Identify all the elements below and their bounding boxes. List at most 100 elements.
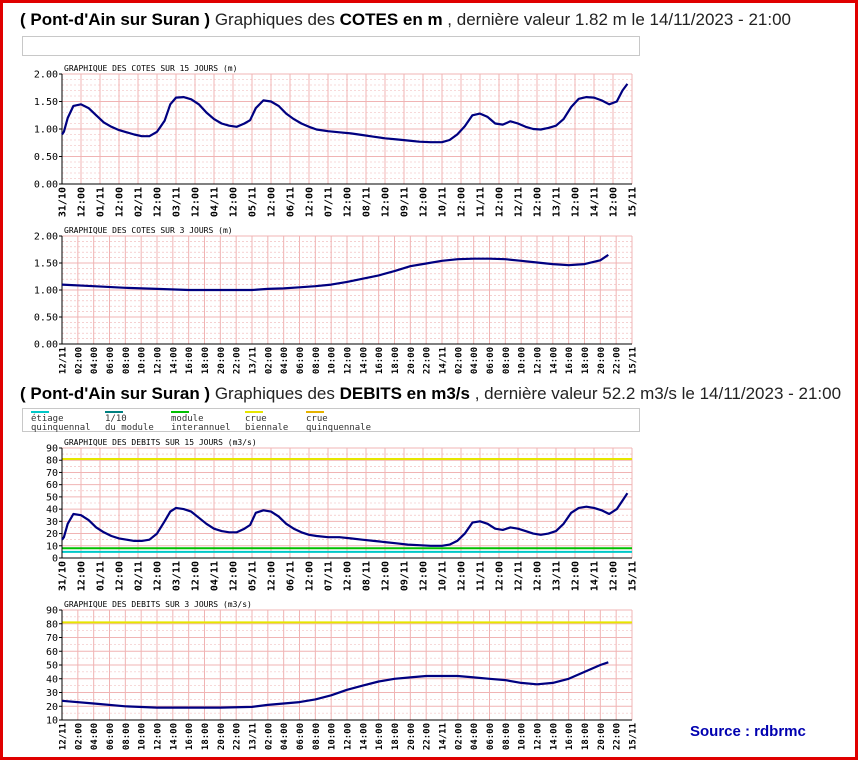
x-tick-label: 04:00 xyxy=(470,723,480,750)
x-tick-label: 04:00 xyxy=(90,723,100,750)
x-tick-label: 16:00 xyxy=(375,347,385,374)
legend-label-1: crue xyxy=(306,414,328,424)
legend-item-crue-quinquennale: crue quinquennale xyxy=(306,411,371,433)
y-tick-label: 70 xyxy=(46,468,58,479)
x-tick-label: 12:00 xyxy=(115,561,126,591)
y-tick-label: 60 xyxy=(46,480,58,491)
y-tick-label: 0.00 xyxy=(34,340,58,351)
x-tick-label: 15/11 xyxy=(628,187,639,217)
cotes-heading-latest: , dernière valeur 1.82 m le 14/11/2023 -… xyxy=(447,10,791,29)
x-tick-label: 12:00 xyxy=(381,187,392,217)
x-tick-label: 12:00 xyxy=(305,187,316,217)
x-tick-label: 05/11 xyxy=(248,187,259,217)
x-tick-label: 12:00 xyxy=(534,347,544,374)
x-tick-label: 20:00 xyxy=(217,723,227,750)
legend-label-1: étiage xyxy=(31,414,64,424)
series-line xyxy=(61,253,609,292)
x-tick-label: 13/11 xyxy=(249,347,259,374)
x-tick-label: 02/11 xyxy=(134,187,145,217)
legend-label-2: interannuel xyxy=(171,423,231,433)
x-tick-label: 15/11 xyxy=(629,347,639,374)
x-tick-label: 12:00 xyxy=(344,723,354,750)
x-tick-label: 18:00 xyxy=(201,723,211,750)
x-tick-label: 02:00 xyxy=(454,723,464,750)
x-tick-label: 03/11 xyxy=(172,561,183,591)
x-tick-label: 12/11 xyxy=(514,187,525,217)
y-tick-label: 40 xyxy=(46,505,58,516)
x-tick-label: 14:00 xyxy=(549,347,559,374)
x-tick-label: 04/11 xyxy=(210,561,221,591)
x-tick-label: 12:00 xyxy=(115,187,126,217)
y-tick-label: 10 xyxy=(46,716,58,727)
x-tick-label: 12:00 xyxy=(267,187,278,217)
x-tick-label: 18:00 xyxy=(581,347,591,374)
x-tick-label: 12:00 xyxy=(229,561,240,591)
x-tick-label: 07/11 xyxy=(324,187,335,217)
x-tick-label: 10:00 xyxy=(138,723,148,750)
x-tick-label: 15/11 xyxy=(629,723,639,750)
x-tick-label: 08:00 xyxy=(502,723,512,750)
x-tick-label: 12:00 xyxy=(267,561,278,591)
x-tick-label: 12/11 xyxy=(59,347,69,374)
cotes-heading-site: ( Pont-d'Ain sur Suran ) xyxy=(20,10,211,29)
x-tick-label: 02/11 xyxy=(134,561,145,591)
y-tick-label: 0.00 xyxy=(34,180,58,191)
x-tick-label: 01/11 xyxy=(96,187,107,217)
x-tick-label: 12:00 xyxy=(495,187,506,217)
x-tick-label: 12:00 xyxy=(77,187,88,217)
y-tick-label: 70 xyxy=(46,633,58,644)
debits-heading-kind: DEBITS en m3/s xyxy=(339,384,470,403)
legend-swatch-etiage xyxy=(31,411,49,413)
x-tick-label: 14:00 xyxy=(549,723,559,750)
x-tick-label: 15/11 xyxy=(628,561,639,591)
x-tick-label: 13/11 xyxy=(249,723,259,750)
x-tick-label: 12:00 xyxy=(609,187,620,217)
x-tick-label: 12:00 xyxy=(419,561,430,591)
x-tick-label: 12:00 xyxy=(381,561,392,591)
y-tick-label: 20 xyxy=(46,529,58,540)
x-tick-label: 18:00 xyxy=(201,347,211,374)
x-tick-label: 02:00 xyxy=(74,723,84,750)
x-tick-label: 11/11 xyxy=(476,187,487,217)
chart-title: GRAPHIQUE DES COTES SUR 15 JOURS (m) xyxy=(64,64,237,73)
x-tick-label: 08:00 xyxy=(312,347,322,374)
debits-heading: ( Pont-d'Ain sur Suran ) Graphiques des … xyxy=(20,384,841,404)
legend-item-crue-biennale: crue biennale xyxy=(245,411,288,433)
x-tick-label: 01/11 xyxy=(96,561,107,591)
x-tick-label: 20:00 xyxy=(597,347,607,374)
y-tick-label: 2.00 xyxy=(34,232,58,243)
x-tick-label: 02:00 xyxy=(264,723,274,750)
cotes-3-days-chart: 0.00 0.50 1.00 1.50 2.00 12/11 02:00 04:00 06:00… xyxy=(34,226,639,374)
legend-label-1: 1/10 xyxy=(105,414,127,424)
x-tick-label: 14:00 xyxy=(359,723,369,750)
x-tick-label: 10:00 xyxy=(518,347,528,374)
legend-swatch-module xyxy=(171,411,189,413)
debits-heading-latest: , dernière valeur 52.2 m3/s le 14/11/202… xyxy=(474,384,842,403)
cotes-legend-box xyxy=(22,36,640,56)
y-tick-label: 20 xyxy=(46,702,58,713)
x-tick-label: 14:00 xyxy=(359,347,369,374)
x-tick-label: 12/11 xyxy=(514,561,525,591)
x-tick-label: 31/10 xyxy=(58,561,69,591)
x-tick-label: 16:00 xyxy=(565,723,575,750)
cotes-15-days-chart: 0.00 0.50 1.00 1.50 2.00 31/10 12:00 01/11 12:00… xyxy=(34,64,639,217)
x-tick-label: 10/11 xyxy=(438,187,449,217)
x-tick-label: 06/11 xyxy=(286,187,297,217)
x-tick-label: 04:00 xyxy=(470,347,480,374)
y-tick-label: 90 xyxy=(46,606,58,617)
series-line xyxy=(61,661,609,709)
y-tick-label: 50 xyxy=(46,661,58,672)
x-tick-label: 12:00 xyxy=(534,723,544,750)
x-tick-label: 12:00 xyxy=(533,561,544,591)
x-tick-label: 31/10 xyxy=(58,187,69,217)
x-tick-label: 12:00 xyxy=(229,187,240,217)
x-tick-label: 10:00 xyxy=(518,723,528,750)
x-tick-label: 20:00 xyxy=(407,347,417,374)
x-tick-label: 18:00 xyxy=(391,347,401,374)
x-tick-label: 20:00 xyxy=(407,723,417,750)
x-tick-label: 09/11 xyxy=(400,561,411,591)
x-tick-label: 22:00 xyxy=(233,347,243,374)
x-tick-label: 12:00 xyxy=(305,561,316,591)
y-tick-label: 2.00 xyxy=(34,70,58,81)
x-tick-label: 06:00 xyxy=(296,723,306,750)
